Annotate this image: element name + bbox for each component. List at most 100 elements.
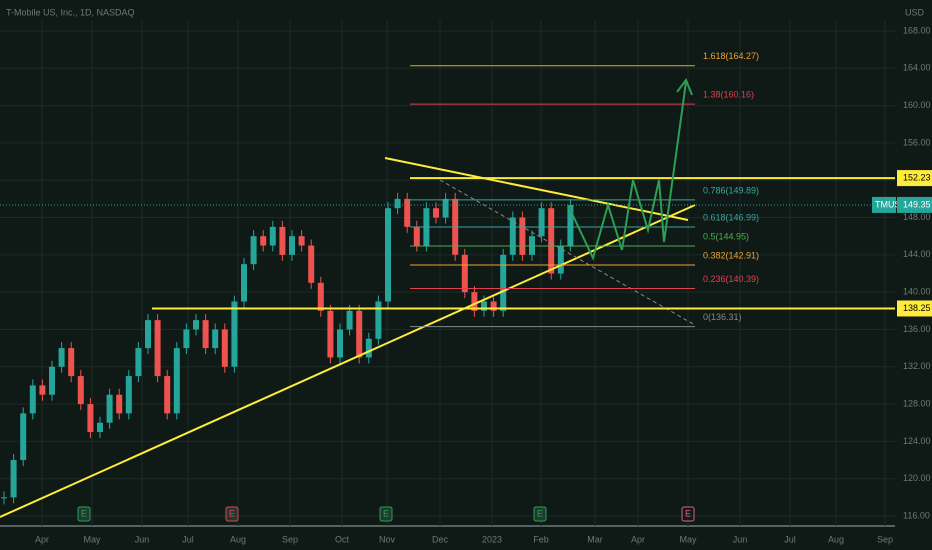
fib-label: 0.618(146.99): [703, 212, 759, 222]
candle: [97, 422, 103, 433]
candle: [135, 348, 142, 377]
time-tick-label: Oct: [335, 534, 350, 544]
candle: [212, 329, 219, 349]
candle: [269, 226, 276, 246]
candle: [279, 226, 286, 255]
fib-label: 0.236(140.39): [703, 274, 759, 284]
candle: [173, 348, 180, 414]
candle: [509, 217, 516, 255]
time-tick-label: Mar: [587, 534, 603, 544]
candle: [327, 310, 334, 358]
symbol-tag: [872, 196, 896, 213]
fib-label: 0.5(144.95): [703, 231, 749, 241]
candle: [461, 254, 468, 293]
fib-label: 0(136.31): [703, 312, 742, 322]
price-tick-label: 128.00: [903, 398, 931, 408]
candle: [29, 385, 36, 414]
candle: [557, 245, 564, 274]
price-tick-label: 144.00: [903, 249, 931, 259]
earnings-label: E: [685, 508, 691, 518]
candle: [116, 394, 123, 414]
time-tick-label: Aug: [828, 534, 844, 544]
earnings-badge: [77, 506, 91, 522]
arrow-head: [676, 77, 693, 96]
level-tag-label: 152.23: [903, 172, 931, 182]
projection: [567, 81, 687, 261]
candle: [365, 338, 372, 358]
candle: [164, 376, 171, 414]
candle: [20, 413, 27, 461]
price-tick-label: 168.00: [903, 25, 931, 35]
price-tick-label: 148.00: [903, 212, 931, 222]
candle: [308, 245, 315, 283]
time-tick-label: Aug: [230, 534, 246, 544]
candle: [154, 320, 161, 377]
fib-label: 0.786(149.89): [703, 185, 759, 195]
candle: [260, 236, 267, 246]
candle: [241, 264, 247, 302]
candle: [471, 292, 478, 311]
candle: [490, 301, 497, 311]
candle: [442, 198, 449, 218]
candle: [193, 320, 199, 330]
earnings-badge: [379, 506, 393, 522]
time-tick-label: Jul: [784, 534, 796, 544]
candle: [58, 348, 65, 367]
candle: [202, 320, 209, 349]
time-tick-label: May: [679, 534, 697, 544]
time-tick-label: Feb: [533, 534, 549, 544]
earnings-label: E: [383, 508, 389, 518]
candle: [125, 376, 132, 414]
time-tick-label: Apr: [35, 534, 49, 544]
candle: [183, 329, 190, 349]
candle: [346, 310, 353, 330]
candle: [10, 460, 17, 498]
candle: [413, 226, 420, 246]
candle: [548, 208, 555, 274]
price-tick-label: 156.00: [903, 137, 931, 147]
earnings-label: E: [537, 508, 543, 518]
level-tag: [897, 300, 932, 317]
price-tick-label: 124.00: [903, 436, 931, 446]
candle: [77, 376, 84, 405]
candle: [404, 198, 411, 227]
price-tick-label: 140.00: [903, 287, 931, 297]
price-tick-label: 164.00: [903, 63, 931, 73]
candle: [145, 320, 151, 349]
price-tick-label: 132.00: [903, 361, 931, 371]
time-tick-label: Dec: [432, 534, 449, 544]
time-tick-label: Jun: [733, 534, 748, 544]
time-tick-label: Sep: [877, 534, 893, 544]
level-tag: [897, 170, 932, 187]
candle: [231, 301, 238, 367]
currency: USD: [905, 7, 925, 17]
time-tick-label: Apr: [631, 534, 645, 544]
candle: [433, 208, 439, 218]
price-tick-label: 160.00: [903, 100, 931, 110]
earnings-badge: [225, 506, 239, 522]
candle: [500, 254, 507, 311]
candle: [385, 208, 391, 302]
candle: [106, 394, 113, 423]
candle: [538, 208, 545, 237]
trendline: [384, 157, 689, 221]
candle: [298, 236, 305, 246]
candle: [289, 236, 295, 255]
price-tick-label: 120.00: [903, 473, 931, 483]
candle: [519, 217, 526, 255]
candle: [68, 348, 75, 377]
fib-label: 0.382(142.91): [703, 250, 759, 260]
earnings-label: E: [229, 508, 235, 518]
candle: [87, 404, 94, 433]
trendline: [0, 204, 696, 518]
candle: [250, 236, 257, 265]
time-tick-label: 2023: [482, 534, 502, 544]
symbol-label: TMUS: [875, 199, 901, 209]
candle: [337, 329, 343, 358]
time-tick-label: Nov: [379, 534, 396, 544]
candle: [481, 301, 487, 311]
candle: [221, 329, 228, 367]
candle: [394, 198, 401, 209]
candle: [375, 301, 382, 339]
time-tick-label: Sep: [282, 534, 298, 544]
